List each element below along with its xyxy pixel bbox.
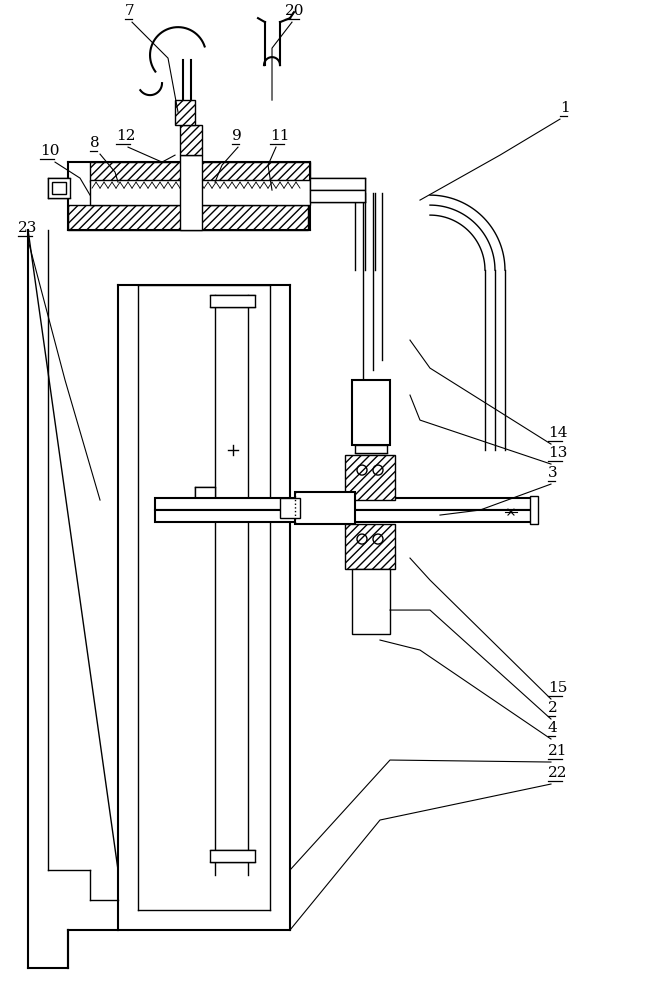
Bar bbox=[90, 162, 310, 182]
Text: 8: 8 bbox=[90, 136, 99, 150]
Text: 13: 13 bbox=[548, 446, 567, 460]
Bar bbox=[68, 205, 308, 230]
Bar bbox=[530, 496, 538, 524]
Bar bbox=[352, 380, 390, 445]
Bar bbox=[90, 180, 310, 205]
Bar bbox=[155, 510, 535, 522]
Bar bbox=[48, 178, 70, 198]
Bar bbox=[175, 100, 195, 125]
Text: 15: 15 bbox=[548, 681, 567, 695]
Bar bbox=[295, 492, 355, 524]
Bar bbox=[210, 850, 255, 862]
Bar bbox=[355, 445, 387, 453]
Text: 4: 4 bbox=[548, 721, 557, 735]
Text: 20: 20 bbox=[285, 4, 304, 18]
Bar bbox=[310, 190, 365, 202]
Bar bbox=[210, 295, 255, 307]
Text: 1: 1 bbox=[560, 101, 570, 115]
Text: 14: 14 bbox=[548, 426, 567, 440]
Bar bbox=[310, 178, 365, 190]
Text: 2: 2 bbox=[548, 701, 557, 715]
Text: 7: 7 bbox=[125, 4, 134, 18]
Bar bbox=[155, 498, 535, 510]
Text: 10: 10 bbox=[40, 144, 59, 158]
Bar bbox=[52, 182, 66, 194]
Bar bbox=[280, 498, 300, 518]
Bar bbox=[195, 487, 215, 498]
Bar bbox=[180, 125, 202, 155]
Text: 23: 23 bbox=[18, 221, 37, 235]
Bar bbox=[180, 155, 202, 230]
Text: 3: 3 bbox=[548, 466, 557, 480]
Bar bbox=[345, 524, 395, 569]
Text: 22: 22 bbox=[548, 766, 567, 780]
Text: 21: 21 bbox=[548, 744, 567, 758]
Bar bbox=[352, 569, 390, 634]
Bar bbox=[345, 455, 395, 500]
Text: 9: 9 bbox=[232, 129, 242, 143]
Text: 12: 12 bbox=[116, 129, 136, 143]
Text: 11: 11 bbox=[270, 129, 289, 143]
